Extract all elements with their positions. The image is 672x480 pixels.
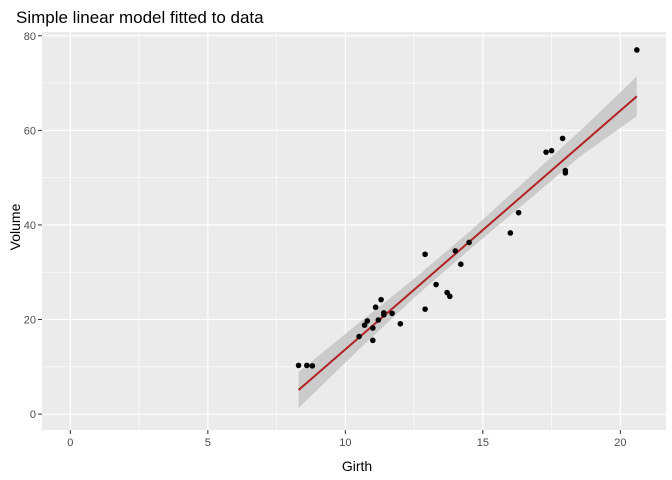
y-tick-label: 60 (24, 125, 36, 137)
x-tick-label: 5 (205, 437, 211, 449)
data-point (361, 322, 368, 329)
data-points (295, 47, 640, 369)
grid-minor (42, 32, 666, 430)
data-point (370, 337, 376, 344)
data-point (634, 47, 640, 53)
x-tick-label: 0 (67, 437, 73, 449)
data-point (433, 281, 439, 288)
data-point (422, 306, 428, 312)
data-point (309, 363, 316, 369)
chart-title: Simple linear model fitted to data (16, 8, 264, 27)
x-tick-label: 10 (339, 437, 351, 449)
data-point (466, 239, 472, 246)
data-point (378, 296, 384, 303)
y-tick-label: 0 (30, 409, 36, 421)
data-point (422, 251, 428, 258)
data-point (452, 248, 459, 254)
data-point (548, 147, 555, 154)
data-point (559, 135, 566, 142)
data-point (389, 310, 395, 317)
data-point (364, 318, 371, 324)
y-tick-label: 80 (24, 31, 36, 43)
data-point (375, 317, 382, 323)
grid-major (42, 32, 666, 430)
data-point (562, 170, 569, 176)
y-tick-label: 40 (24, 220, 36, 232)
y-tick-label: 20 (24, 315, 36, 327)
x-tick-label: 15 (477, 437, 489, 449)
x-axis-label: Girth (342, 458, 372, 474)
data-point (447, 293, 453, 300)
data-point (370, 325, 376, 331)
data-point (381, 310, 387, 316)
data-point (397, 320, 404, 327)
data-point (304, 362, 310, 369)
y-axis-label: Volume (7, 203, 23, 250)
data-point (372, 304, 379, 311)
x-axis-ticks: 0 5 10 15 20 (67, 430, 626, 449)
data-point (295, 362, 302, 369)
data-point (356, 333, 362, 340)
plot-panel (42, 32, 666, 430)
y-axis-ticks: 0 20 40 60 80 (24, 31, 42, 421)
x-tick-label: 20 (614, 437, 626, 449)
data-point (515, 209, 522, 216)
data-point (458, 261, 464, 267)
data-point (543, 149, 549, 155)
data-point (507, 230, 514, 236)
